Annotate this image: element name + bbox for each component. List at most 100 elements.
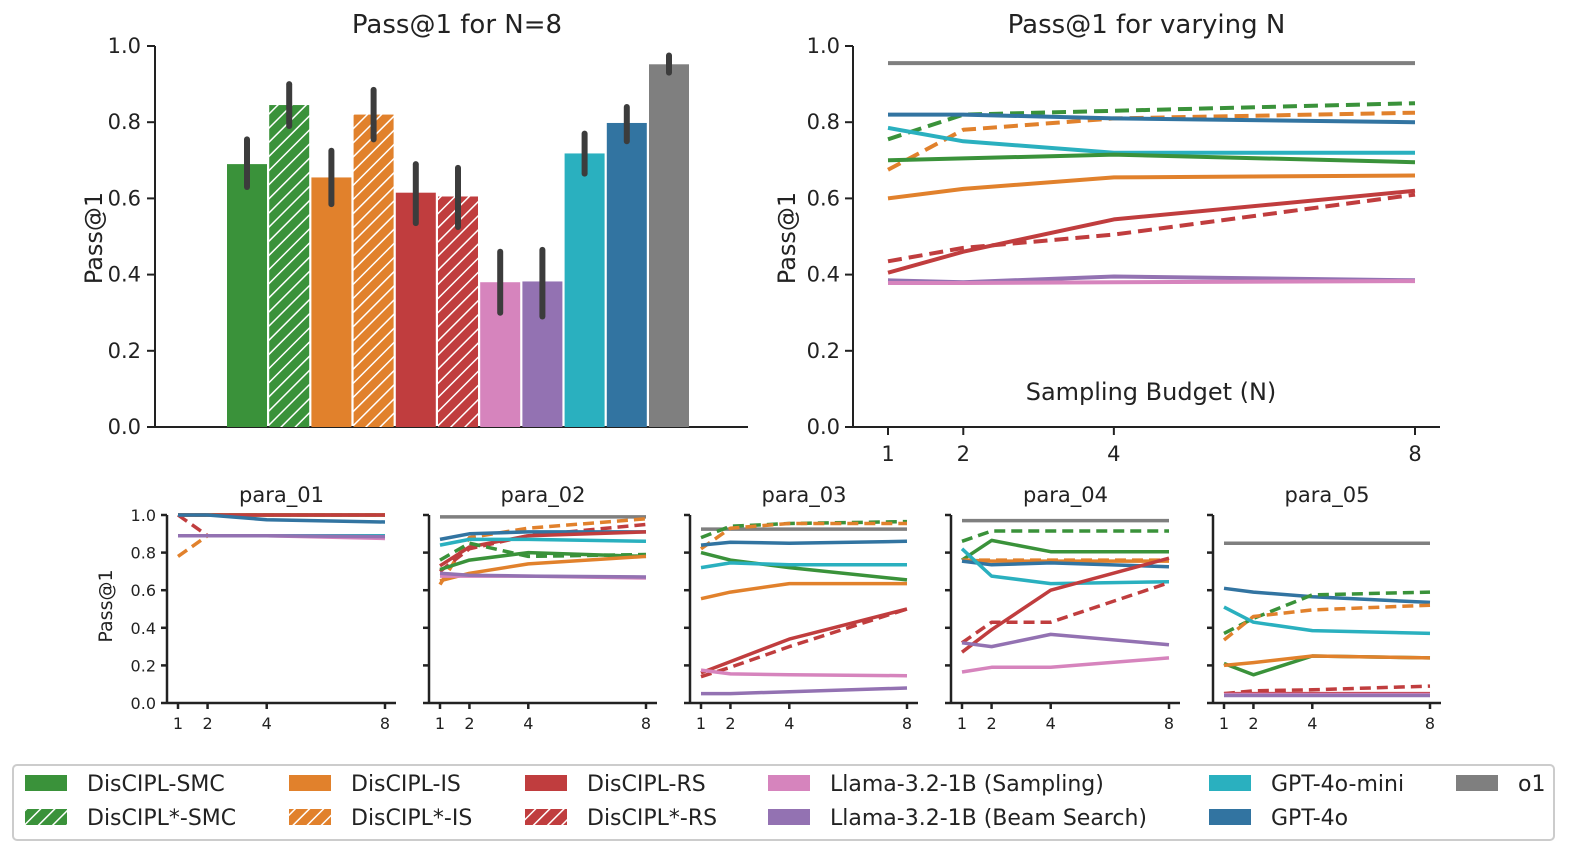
- legend-item: DisCIPL-RS: [525, 772, 706, 797]
- y-tick-label: 0.6: [131, 581, 156, 600]
- line-panel-5: para_04 1 2 4 8: [945, 483, 1180, 733]
- y-tick-label: 0.2: [108, 339, 141, 363]
- bar-smc: [227, 164, 267, 428]
- series-line-mini: [700, 561, 907, 570]
- panel-title: para_02: [501, 483, 586, 508]
- y-axis-label: Pass@1: [95, 569, 117, 642]
- y-axis-label: Pass@1: [773, 192, 801, 284]
- legend-item: DisCIPL-IS: [289, 772, 461, 797]
- series-line-is: [887, 173, 1416, 201]
- legend-item: Llama-3.2-1B (Beam Search): [768, 806, 1147, 831]
- series-line-beam: [961, 632, 1170, 649]
- figure-layer: Pass@1 for N=8Pass@10.00.20.40.60.81.0Pa…: [12, 10, 1555, 841]
- line-panel-1: Pass@1 for varying N 1 2 4 8 0.0 0.2 0.4 0.6 0.8 1…: [773, 10, 1440, 466]
- series-line-smc: [961, 538, 1169, 562]
- legend-label: DisCIPL-IS: [351, 772, 461, 797]
- x-tick-label: 1: [696, 714, 706, 733]
- x-tick-label: 1: [1219, 714, 1229, 733]
- x-tick-label: 8: [380, 714, 390, 733]
- series-line-gpt4o: [888, 112, 1416, 125]
- line-panel-6: para_05 1 2 4 8: [1207, 483, 1441, 733]
- x-tick-label: 8: [902, 714, 912, 733]
- series-line-rs: [439, 530, 647, 568]
- y-tick-label: 0.8: [807, 110, 840, 134]
- series-line-is-star: [887, 110, 1416, 172]
- legend-swatch: [289, 775, 331, 791]
- series-line-is-star: [1222, 603, 1431, 642]
- legend-frame: [12, 764, 1555, 841]
- series-line-gpt4o: [178, 513, 386, 524]
- series-line-gpt4o: [439, 530, 646, 542]
- series-line-rs-star: [1223, 684, 1431, 696]
- x-tick-label: 8: [1425, 714, 1435, 733]
- legend-item: DisCIPL-SMC: [25, 772, 225, 797]
- panel-title: para_01: [239, 483, 324, 508]
- x-tick-label: 4: [1046, 714, 1056, 733]
- series-line-beam: [439, 571, 647, 579]
- x-tick-label: 2: [725, 714, 735, 733]
- series-line-is-star: [699, 521, 907, 551]
- legend-label: DisCIPL-SMC: [87, 772, 225, 797]
- bar-smc-star: [269, 105, 310, 428]
- line-panel-3: para_02 1 2 4 8: [423, 483, 657, 733]
- series-line-smc: [887, 152, 1416, 165]
- x-tick-label: 2: [202, 714, 212, 733]
- x-tick-label: 8: [1164, 714, 1174, 733]
- series-line-smc-star: [1223, 590, 1431, 635]
- panel-title: Pass@1 for varying N: [1008, 10, 1286, 40]
- series-line-rs-star: [438, 522, 647, 573]
- y-tick-label: 0.8: [131, 544, 156, 563]
- legend-item: Llama-3.2-1B (Sampling): [768, 772, 1104, 797]
- bar-gpt4o: [606, 122, 647, 427]
- series-line-gpt4o: [1223, 586, 1431, 605]
- legend-label: GPT-4o-mini: [1271, 772, 1404, 797]
- panel-title: para_03: [762, 483, 847, 508]
- series-line-beam: [701, 686, 908, 696]
- series-line-mini: [887, 125, 1415, 155]
- y-tick-label: 0.4: [108, 263, 141, 287]
- y-tick-label: 0.8: [108, 110, 141, 134]
- x-tick-label: 1: [435, 714, 445, 733]
- series-line-gpt4o: [700, 539, 908, 547]
- y-tick-label: 1.0: [807, 34, 840, 58]
- legend-item: DisCIPL*-RS: [525, 806, 717, 831]
- legend-label: Llama-3.2-1B (Beam Search): [830, 806, 1147, 831]
- series-line-smc: [439, 550, 647, 572]
- bar-mini: [564, 153, 605, 427]
- series-line-smc-star: [961, 529, 1169, 543]
- legend-label: DisCIPL*-IS: [351, 806, 472, 831]
- y-axis-label: Pass@1: [80, 192, 108, 284]
- y-tick-label: 0.4: [807, 263, 840, 287]
- panel-title: para_04: [1023, 483, 1108, 508]
- bar-is: [311, 177, 352, 427]
- line-panel-2: para_01 1 2 4 8 0.0 0.2 0.4 0.6 0.8 1.0 Pass@1: [95, 483, 396, 733]
- x-tick-label: 4: [1107, 442, 1120, 466]
- legend-swatch: [768, 775, 810, 791]
- series-line-rs-star: [961, 581, 1170, 645]
- series-line-beam: [178, 533, 386, 539]
- bar-is-star: [353, 114, 394, 427]
- y-tick-label: 0.6: [108, 186, 141, 210]
- legend-swatch: [25, 775, 67, 791]
- x-tick-label: 2: [957, 442, 970, 466]
- y-tick-label: 0.0: [108, 415, 141, 439]
- legend-item: DisCIPL*-IS: [289, 806, 472, 831]
- series-line-is: [700, 581, 907, 601]
- series-line-smc-star: [887, 101, 1416, 142]
- line-panel-4: para_03 1 2 4 8: [684, 483, 918, 733]
- legend-swatch: [1209, 775, 1251, 791]
- y-tick-label: 0.2: [131, 656, 156, 675]
- bar-o1: [649, 64, 689, 428]
- series-line-sampling: [700, 668, 908, 678]
- x-tick-label: 2: [1248, 714, 1258, 733]
- bar-rs-star: [438, 196, 478, 427]
- legend-item: GPT-4o-mini: [1209, 772, 1404, 797]
- y-tick-label: 0.4: [131, 619, 156, 638]
- y-tick-label: 1.0: [131, 506, 156, 525]
- series-line-sampling: [888, 279, 1416, 285]
- y-tick-label: 0.0: [807, 415, 840, 439]
- legend-swatch: [525, 775, 567, 791]
- legend: DisCIPL-SMC DisCIPL*-SMC DisCIPL-IS DisCIPL…: [12, 764, 1555, 841]
- legend-item: o1: [1456, 772, 1545, 797]
